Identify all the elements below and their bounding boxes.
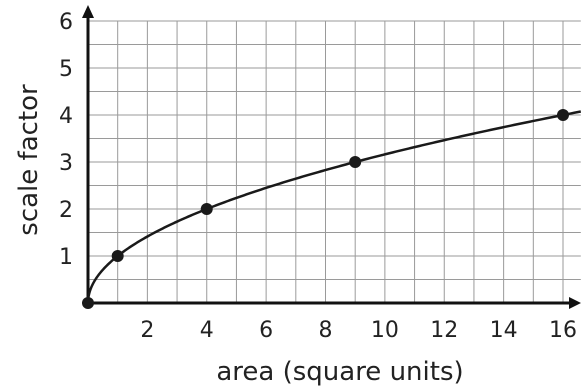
x-axis-arrow: [569, 297, 581, 309]
y-axis-label: scale factor: [14, 84, 44, 236]
y-tick-label: 4: [59, 104, 73, 129]
x-tick-label: 4: [200, 318, 214, 343]
y-tick-label: 1: [59, 245, 73, 270]
data-points: [82, 109, 569, 309]
x-axis-label: area (square units): [216, 357, 463, 386]
y-tick-label: 2: [59, 198, 73, 223]
data-point: [200, 203, 213, 215]
x-tick-label: 16: [549, 318, 577, 343]
data-point: [82, 297, 94, 309]
data-point: [349, 156, 362, 168]
y-tick-label: 6: [59, 10, 73, 35]
y-axis-arrow: [82, 5, 94, 18]
x-tick-label: 14: [490, 318, 518, 343]
axes: [82, 5, 581, 309]
x-tick-label: 10: [371, 318, 399, 343]
x-tick-label: 12: [430, 318, 458, 343]
sqrt-curve: [86, 110, 581, 304]
x-tick-label: 2: [140, 318, 154, 343]
y-tick-label: 3: [59, 151, 73, 176]
y-tick-label: 5: [59, 57, 73, 82]
data-point: [557, 109, 569, 121]
grid: [88, 20, 581, 303]
data-point: [111, 250, 124, 262]
x-tick-label: 6: [259, 318, 273, 343]
x-tick-label: 8: [319, 318, 333, 343]
